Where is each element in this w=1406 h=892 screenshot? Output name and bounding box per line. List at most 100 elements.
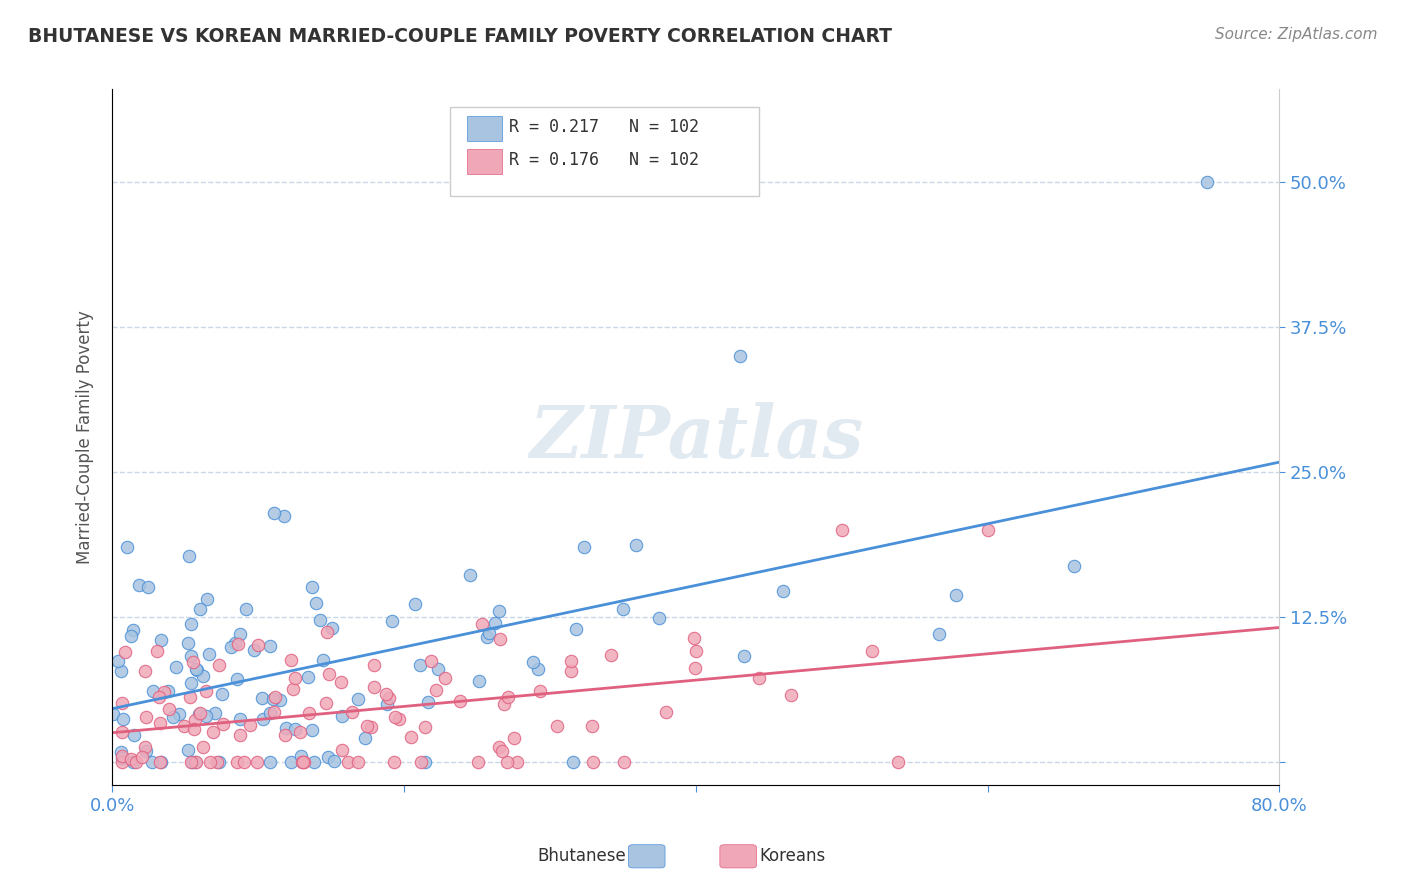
Point [360, 720, 382, 734]
Point [488, 604, 510, 618]
Point [288, 724, 311, 739]
Point [259, 639, 281, 653]
Point [148, 690, 170, 704]
Point [167, 706, 190, 721]
Point [186, 662, 208, 676]
Point [103, 706, 125, 721]
Point [233, 755, 256, 769]
Point [612, 601, 634, 615]
Point [928, 626, 950, 640]
Point [124, 755, 146, 769]
Point [149, 716, 172, 731]
Point [239, 717, 262, 731]
Point [198, 647, 221, 661]
Point [529, 683, 551, 698]
Point [110, 745, 132, 759]
Point [187, 706, 209, 721]
Point [384, 710, 406, 724]
Point [229, 712, 252, 726]
Point [1063, 559, 1085, 574]
Point [226, 755, 249, 769]
Point [219, 640, 242, 654]
Point [246, 755, 269, 769]
Point [409, 658, 432, 673]
Text: R = 0.176   N = 102: R = 0.176 N = 102 [509, 151, 699, 169]
Point [179, 690, 201, 704]
Point [522, 655, 544, 669]
Point [297, 669, 319, 683]
Point [177, 742, 200, 756]
Point [460, 568, 482, 582]
Point [404, 597, 426, 611]
Point [484, 615, 506, 630]
Point [648, 611, 671, 625]
Point [425, 682, 447, 697]
Point [467, 755, 489, 769]
Point [111, 750, 134, 764]
Point [562, 755, 585, 769]
Point [498, 690, 520, 705]
Point [374, 687, 396, 701]
Point [183, 723, 205, 737]
Point [111, 749, 134, 764]
Point [180, 649, 202, 664]
Point [226, 637, 249, 651]
Point [110, 664, 132, 678]
Point [388, 712, 411, 726]
Point [235, 602, 257, 616]
Point [111, 725, 134, 739]
Point [142, 683, 165, 698]
Point [321, 621, 343, 635]
Point [683, 661, 706, 675]
Point [471, 617, 494, 632]
Point [420, 654, 443, 668]
Point [183, 713, 205, 727]
Text: R = 0.217   N = 102: R = 0.217 N = 102 [509, 118, 699, 136]
Point [655, 705, 678, 719]
Point [506, 755, 529, 769]
Point [280, 755, 302, 769]
Point [263, 706, 285, 720]
Point [887, 755, 910, 769]
Point [153, 685, 176, 699]
Point [250, 691, 273, 706]
Point [305, 596, 328, 610]
Point [475, 630, 498, 644]
Point [195, 592, 218, 607]
Point [315, 696, 337, 710]
Point [291, 755, 314, 769]
Point [180, 755, 202, 769]
Point [831, 523, 853, 537]
Point [186, 663, 208, 677]
Point [204, 706, 226, 721]
Point [191, 739, 214, 754]
Point [489, 632, 512, 647]
Point [560, 654, 582, 668]
Point [683, 631, 706, 645]
Point [312, 653, 335, 667]
Point [502, 731, 524, 745]
Point [188, 601, 211, 615]
Point [322, 754, 344, 768]
Point [309, 613, 332, 627]
Point [560, 664, 582, 678]
Point [150, 755, 173, 769]
Point [194, 683, 217, 698]
Point [450, 694, 472, 708]
Point [224, 636, 246, 650]
Point [131, 750, 153, 764]
Point [494, 697, 516, 711]
Point [207, 657, 229, 672]
Point [613, 755, 636, 769]
Point [162, 710, 184, 724]
Point [399, 730, 422, 744]
Point [259, 706, 281, 720]
Point [226, 672, 249, 686]
Point [434, 671, 457, 685]
Point [262, 692, 284, 706]
Point [193, 669, 215, 683]
Point [135, 744, 157, 758]
Point [111, 755, 134, 769]
Point [363, 680, 385, 694]
Point [860, 644, 883, 658]
